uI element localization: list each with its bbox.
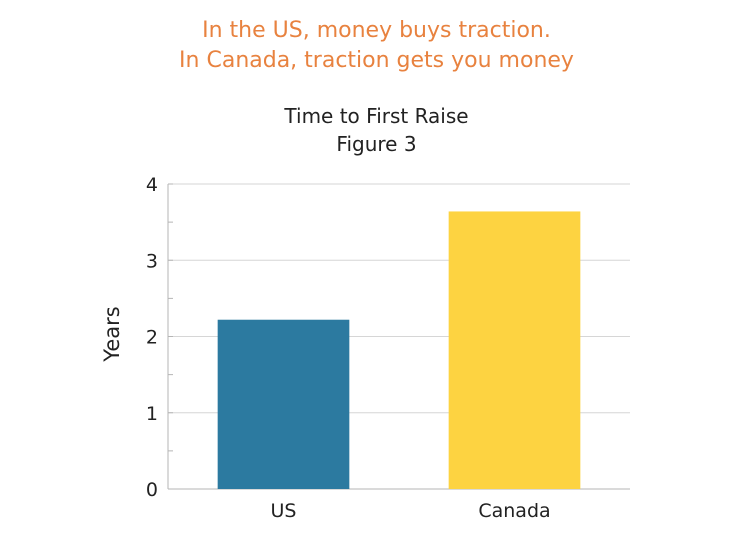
y-tick-label: 3	[146, 250, 158, 272]
y-tick-label: 0	[146, 479, 158, 501]
minor-ticks	[168, 183, 173, 452]
y-tick-label: 2	[146, 327, 158, 349]
x-axis-tick-labels: US Canada	[271, 500, 551, 522]
headline-line-1: In the US, money buys traction.	[202, 18, 551, 43]
y-axis-tick-labels: 0 1 2 3 4	[146, 174, 158, 501]
y-tick-label: 4	[146, 174, 158, 196]
bars	[217, 211, 581, 489]
headline-line-2: In Canada, traction gets you money	[179, 48, 574, 73]
x-tick-label: Canada	[478, 500, 550, 522]
x-tick-label: US	[271, 500, 297, 522]
bar-canada	[448, 211, 581, 489]
bar-us	[217, 319, 350, 489]
y-axis-title: Years	[100, 306, 124, 362]
chart-subtitle: Figure 3	[336, 132, 417, 156]
chart-title: Time to First Raise	[284, 104, 469, 128]
y-tick-label: 1	[146, 403, 158, 425]
